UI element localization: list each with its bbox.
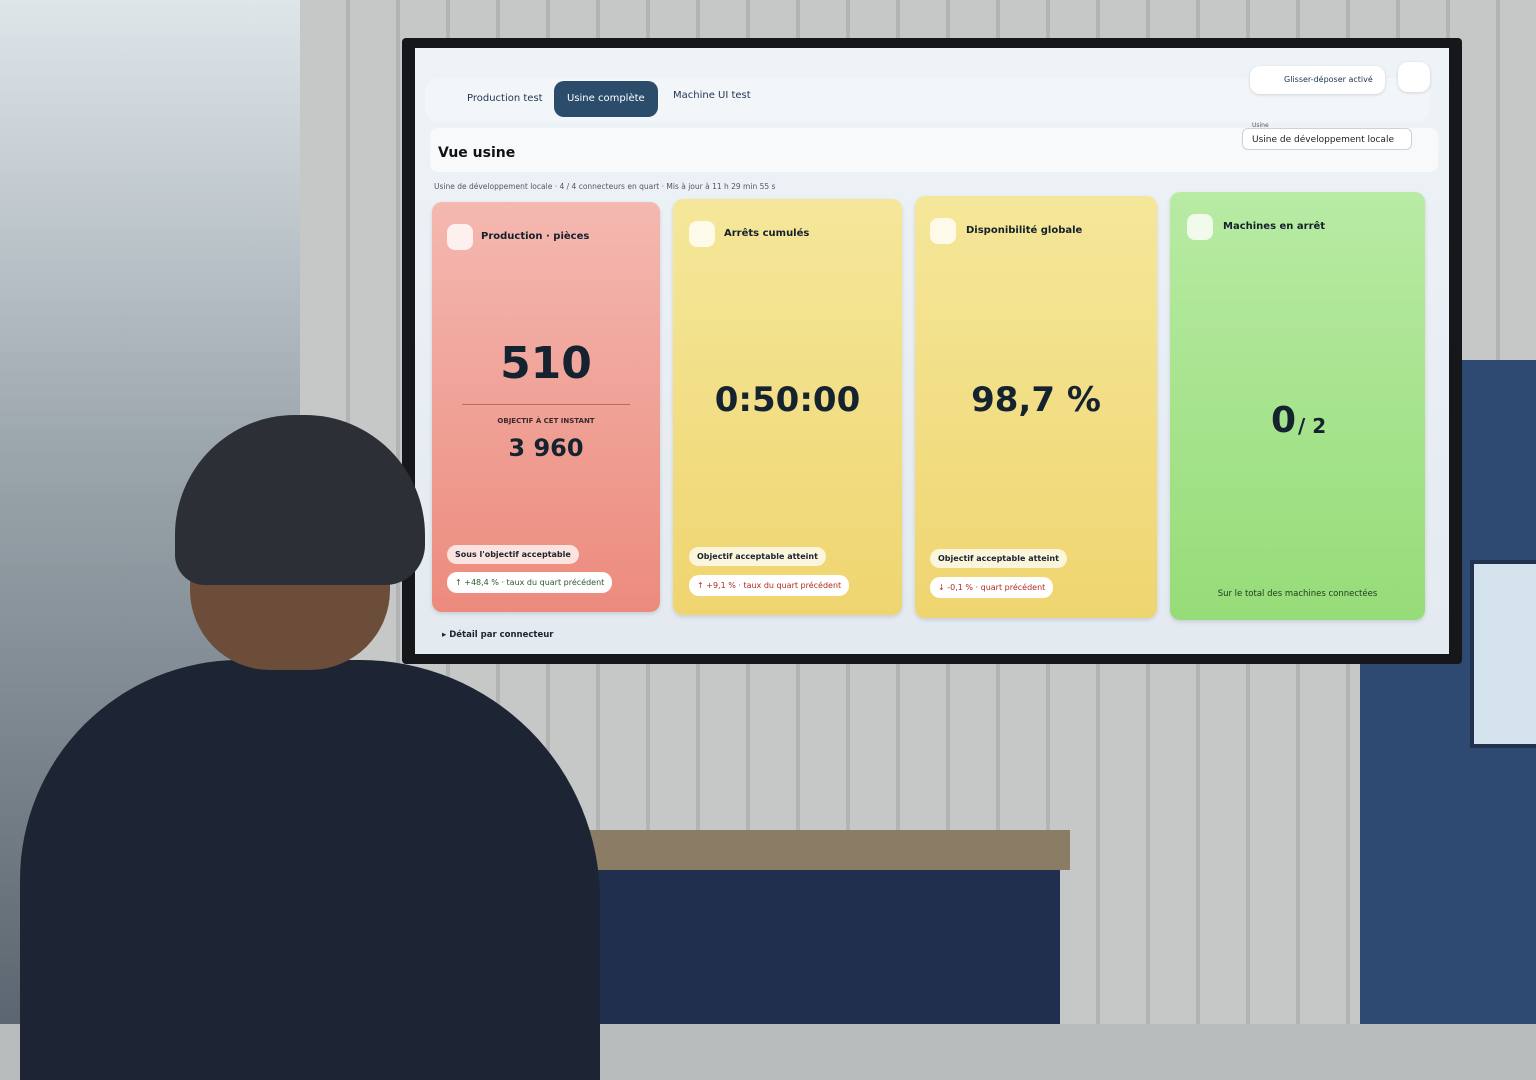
workbench-top (530, 830, 1070, 870)
fullscreen-button[interactable] (1398, 62, 1430, 92)
details-toggle[interactable]: ▸ Détail par connecteur (442, 630, 554, 640)
card-footer: Sur le total des machines connectées (1217, 589, 1378, 599)
kpi-value: 98,7 % (971, 380, 1101, 420)
kpi-total: / 2 (1298, 414, 1327, 438)
factory-select[interactable]: Usine de développement locale (1242, 128, 1412, 150)
card-icon (447, 224, 473, 250)
drag-toggle[interactable]: Glisser-déposer activé (1250, 66, 1385, 94)
card-icon (689, 221, 715, 247)
card-icon (1187, 214, 1213, 240)
card-title: Disponibilité globale (966, 225, 1083, 236)
person-hoodie (20, 660, 600, 1080)
kpi-card (1170, 192, 1425, 620)
card-icon (930, 218, 956, 244)
tab[interactable]: Machine UI test (673, 90, 751, 101)
status-badge: Objectif acceptable atteint (930, 549, 1067, 568)
card-title: Production · pièces (481, 231, 590, 242)
page-title: Vue usine (438, 145, 516, 161)
tab[interactable]: Production test (467, 93, 543, 104)
trend: ↑ +48,4 % · taux du quart précédent (447, 572, 613, 593)
trend: ↓ -0,1 % · quart précédent (930, 577, 1054, 598)
status-badge: Sous l'objectif acceptable (447, 545, 579, 564)
status-badge: Objectif acceptable atteint (689, 547, 826, 566)
person-cap (175, 415, 425, 585)
trend: ↑ +9,1 % · taux du quart précédent (689, 575, 850, 596)
target-label: OBJECTIF À CET INSTANT (497, 417, 595, 425)
subtitle: Usine de développement locale · 4 / 4 co… (434, 182, 776, 191)
kpi-value: 510 (500, 338, 592, 389)
select-label: Usine (1252, 122, 1269, 129)
kpi-card (673, 199, 902, 615)
card-title: Machines en arrêt (1223, 221, 1326, 232)
tab-active[interactable]: Usine complète (554, 81, 658, 117)
details-label[interactable]: Détail par connecteur (449, 630, 554, 640)
kpi-value: 0:50:00 (714, 380, 861, 420)
divider (462, 404, 630, 405)
kpi-card (915, 196, 1157, 618)
machine-screen (1470, 560, 1536, 748)
card-title: Arrêts cumulés (724, 228, 810, 239)
kpi-card (432, 202, 660, 612)
kpi-value: 0 (1271, 400, 1297, 441)
target-value: 3 960 (508, 434, 584, 462)
